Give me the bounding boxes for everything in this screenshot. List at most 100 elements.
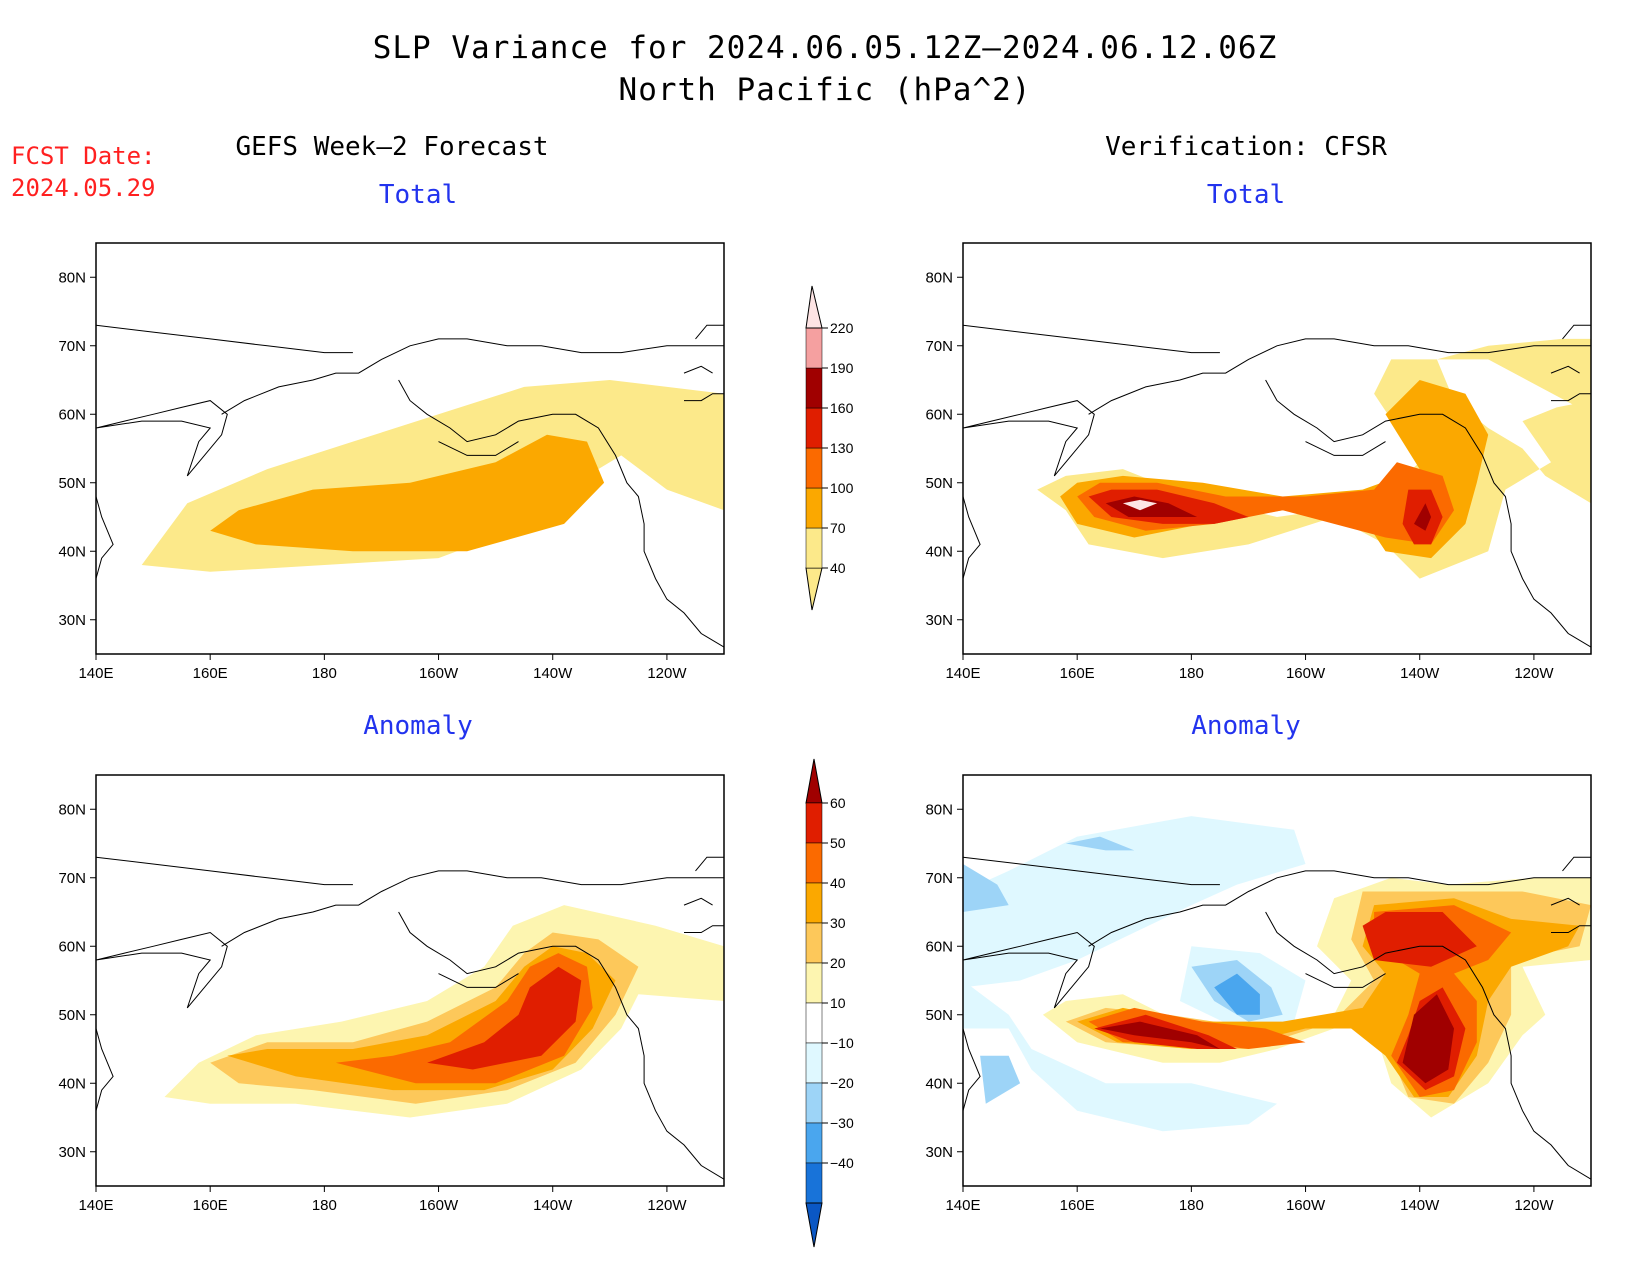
main-title: SLP Variance for 2024.06.05.12Z–2024.06.… xyxy=(372,30,1278,66)
fcst-date: FCST Date: 2024.05.29 xyxy=(11,140,156,204)
lon-tick-label: 160E xyxy=(1060,1197,1095,1214)
lat-tick-label: 70N xyxy=(58,870,86,887)
colorbar-anomaly-label: −20 xyxy=(830,1075,854,1091)
colorbar-anomaly-label: 60 xyxy=(830,795,846,811)
colorbar-anomaly-label: 20 xyxy=(830,955,846,971)
panel-subtitle-gefs-anomaly: Anomaly xyxy=(363,711,473,741)
colorbar-anomaly-label: −10 xyxy=(830,1035,854,1051)
colorbar-total-segment xyxy=(805,487,823,529)
lon-tick-label: 120W xyxy=(647,665,687,682)
coastline xyxy=(96,324,353,354)
coastline xyxy=(1550,897,1580,906)
colorbar-total-label: 100 xyxy=(830,480,854,496)
coastline xyxy=(684,393,724,402)
shaded-contour-region xyxy=(427,966,582,1070)
lat-tick-label: 70N xyxy=(925,870,953,887)
panel-subtitle-cfsr-total: Total xyxy=(1206,180,1286,210)
shaded-contour-region xyxy=(1065,836,1135,851)
colorbar-anomaly: 60 50 40 30 20 10 −10 −20 −30 −40 xyxy=(805,758,854,1248)
map-frame xyxy=(95,774,725,1187)
lon-tick-label: 140E xyxy=(945,665,980,682)
lon-tick-label: 120W xyxy=(647,1197,687,1214)
coastline xyxy=(1550,365,1580,374)
lat-tick-label: 80N xyxy=(925,801,953,818)
coastline xyxy=(963,1028,981,1111)
colorbar-anomaly-label: 40 xyxy=(830,875,846,891)
shaded-contour-region xyxy=(210,434,605,552)
lon-tick-label: 160E xyxy=(193,665,228,682)
coastline xyxy=(695,324,724,340)
colorbar-anomaly-segment xyxy=(805,1122,823,1164)
colorbar-total-lower-triangle xyxy=(805,567,823,611)
lon-tick-label: 140W xyxy=(1400,665,1440,682)
coastline xyxy=(695,856,724,872)
fcst-date-label: FCST Date: xyxy=(11,142,156,170)
coastline xyxy=(96,400,228,477)
coastline xyxy=(96,1028,114,1111)
shaded-contour-region xyxy=(963,864,1009,912)
shaded-contour-region xyxy=(980,1055,1021,1104)
colorbar-anomaly-label: −40 xyxy=(830,1155,854,1171)
lon-tick-label: 120W xyxy=(1514,665,1554,682)
shaded-contour-region xyxy=(963,980,1277,1132)
lon-tick-label: 160E xyxy=(193,1197,228,1214)
coastline xyxy=(1088,870,1591,947)
coastline xyxy=(963,324,1220,354)
shaded-contour-region xyxy=(963,816,1306,988)
colorbar-anomaly-segment xyxy=(805,882,823,924)
colorbar-anomaly-lower-triangle xyxy=(805,1202,823,1248)
coastline xyxy=(1551,393,1591,402)
shaded-contour-region xyxy=(1105,496,1198,517)
lat-tick-label: 40N xyxy=(58,1075,86,1092)
coastline xyxy=(683,365,713,374)
map-panel-cfsr-anomaly: 140E 160E 180 160W 140W 120W 80N 70N 60N 50N 40N 30… xyxy=(925,774,1592,1214)
shaded-contour-region xyxy=(1100,1021,1220,1049)
lon-tick-label: 180 xyxy=(1179,665,1204,682)
colorbar-anomaly-segment xyxy=(805,842,823,884)
lon-tick-label: 140W xyxy=(1400,1197,1440,1214)
colorbar-total-segment xyxy=(805,367,823,409)
lat-tick-label: 30N xyxy=(925,612,953,629)
fcst-date-value: 2024.05.29 xyxy=(11,174,156,202)
coastline xyxy=(221,870,724,947)
coastline xyxy=(438,973,519,988)
panel-subtitle-gefs-total: Total xyxy=(378,180,458,210)
shaded-contour-region xyxy=(1214,973,1260,1015)
coastline xyxy=(963,496,981,579)
colorbar-anomaly-segment xyxy=(805,1042,823,1084)
lon-tick-label: 160E xyxy=(1060,665,1095,682)
panel-subtitle-cfsr-anomaly: Anomaly xyxy=(1191,711,1301,741)
coastline xyxy=(1562,324,1591,340)
coastline xyxy=(1305,441,1386,456)
coastline xyxy=(684,925,724,933)
column-header-left: GEFS Week–2 Forecast xyxy=(235,132,549,162)
lon-tick-label: 140W xyxy=(533,1197,573,1214)
lon-tick-label: 180 xyxy=(1179,1197,1204,1214)
lat-tick-label: 60N xyxy=(925,938,953,955)
colorbar-anomaly-segment xyxy=(805,802,823,844)
coastline xyxy=(683,897,713,906)
colorbar-total-label: 40 xyxy=(830,560,846,576)
lat-tick-label: 50N xyxy=(925,1007,953,1024)
colorbar-total-label: 70 xyxy=(830,520,846,536)
main-subtitle: North Pacific (hPa^2) xyxy=(618,72,1032,108)
colorbar-total-upper-triangle xyxy=(805,285,823,329)
colorbar-anomaly-label: 30 xyxy=(830,915,846,931)
map-frame xyxy=(962,774,1592,1187)
coastline xyxy=(1551,925,1591,933)
lon-tick-label: 160W xyxy=(1286,1197,1326,1214)
lat-tick-label: 60N xyxy=(925,406,953,423)
colorbar-anomaly-label: −30 xyxy=(830,1115,854,1131)
lat-tick-label: 30N xyxy=(58,1144,86,1161)
colorbar-total-segment xyxy=(805,407,823,449)
coastline xyxy=(1562,856,1591,872)
lon-tick-label: 180 xyxy=(312,665,337,682)
coastline xyxy=(1088,338,1591,415)
colorbar-anomaly-segment xyxy=(805,1002,823,1044)
coastline xyxy=(1265,911,1591,1180)
colorbar-total-label: 220 xyxy=(830,320,854,336)
colorbar-total-label: 130 xyxy=(830,440,854,456)
lat-tick-label: 70N xyxy=(925,338,953,355)
colorbar-total-segment xyxy=(805,527,823,569)
